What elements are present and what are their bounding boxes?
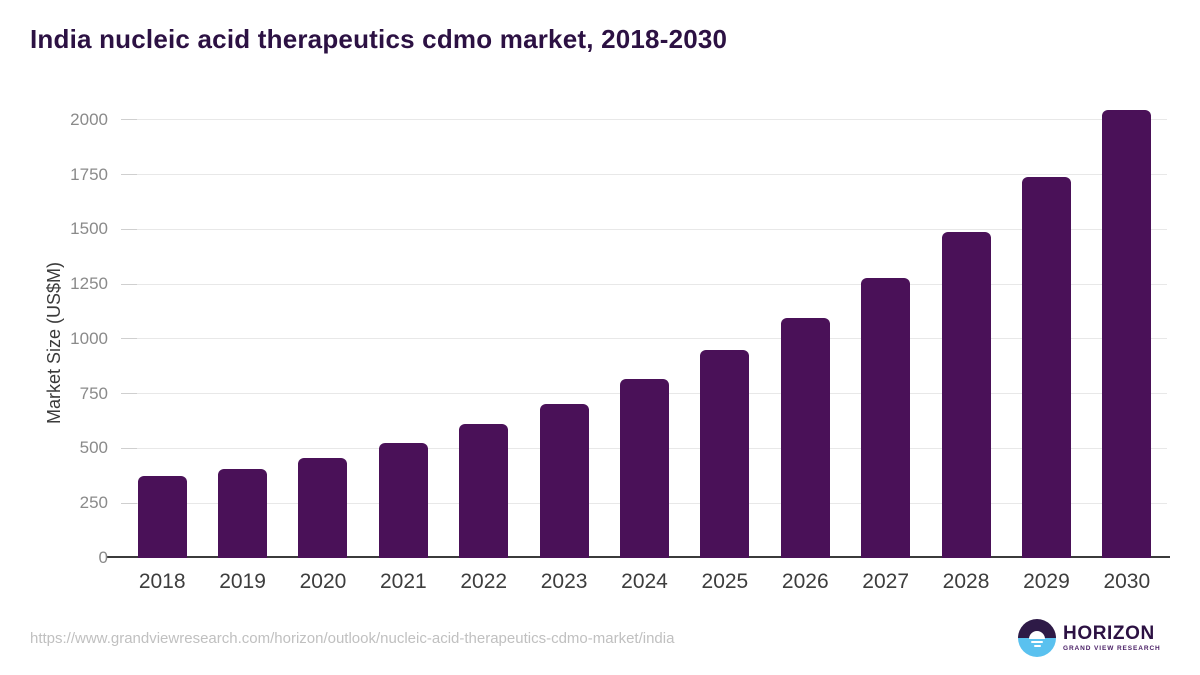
gridline-1250 bbox=[121, 283, 1167, 285]
sun-reflection-line bbox=[1033, 644, 1041, 647]
x-tick-label-2025: 2025 bbox=[701, 570, 749, 593]
y-tick-mark-1500 bbox=[121, 228, 137, 230]
bar-2027 bbox=[861, 277, 911, 558]
bar-2030 bbox=[1102, 110, 1152, 558]
x-tick-label-2027: 2027 bbox=[862, 570, 909, 593]
y-tick-mark-1000 bbox=[121, 338, 137, 340]
y-tick-label-250: 250 bbox=[79, 493, 108, 513]
x-tick-label-2024: 2024 bbox=[621, 570, 668, 593]
bar-2026 bbox=[780, 317, 830, 558]
bar-2022 bbox=[459, 424, 509, 558]
sun-shape bbox=[1029, 630, 1045, 639]
chart-title: India nucleic acid therapeutics cdmo mar… bbox=[30, 24, 728, 54]
logo-subtitle: GRAND VIEW RESEARCH bbox=[1063, 645, 1161, 652]
bar-2029 bbox=[1021, 176, 1071, 558]
logo-text: HORIZON GRAND VIEW RESEARCH bbox=[1063, 624, 1161, 652]
y-tick-label-500: 500 bbox=[79, 438, 108, 458]
x-tick-label-2021: 2021 bbox=[379, 570, 427, 593]
bar-2028 bbox=[941, 231, 991, 558]
x-tick-label-2023: 2023 bbox=[540, 570, 588, 593]
y-tick-label-750: 750 bbox=[79, 383, 108, 403]
x-tick-label-2029: 2029 bbox=[1023, 570, 1070, 593]
x-tick-label-2022: 2022 bbox=[460, 570, 508, 593]
sun-reflection-line bbox=[1031, 640, 1043, 643]
y-tick-mark-1250 bbox=[121, 283, 137, 285]
bar-2023 bbox=[539, 404, 589, 558]
y-tick-mark-2000 bbox=[121, 119, 137, 121]
bar-2021 bbox=[378, 442, 428, 558]
horizon-sun-icon bbox=[1018, 619, 1056, 657]
bar-2025 bbox=[700, 349, 750, 558]
source-url: https://www.grandviewresearch.com/horizo… bbox=[30, 630, 675, 647]
horizon-logo: HORIZON GRAND VIEW RESEARCH bbox=[1018, 618, 1161, 658]
bar-2018 bbox=[137, 475, 187, 558]
y-tick-label-1000: 1000 bbox=[70, 328, 108, 348]
y-tick-label-2000: 2000 bbox=[70, 109, 108, 129]
y-tick-label-1750: 1750 bbox=[70, 164, 108, 184]
y-tick-mark-1750 bbox=[121, 174, 137, 176]
x-tick-label-2026: 2026 bbox=[781, 570, 829, 593]
x-tick-label-2028: 2028 bbox=[942, 570, 990, 593]
y-tick-mark-750 bbox=[121, 393, 137, 395]
bar-2024 bbox=[620, 379, 669, 558]
x-tick-label-2018: 2018 bbox=[138, 570, 186, 593]
y-tick-mark-500 bbox=[121, 447, 137, 449]
y-tick-label-0: 0 bbox=[98, 548, 108, 567]
logo-name: HORIZON bbox=[1063, 623, 1155, 644]
bar-2020 bbox=[298, 457, 348, 558]
bar-chart: Market Size (US$M) 0 250 500 750 1000 1250 150… bbox=[0, 100, 1200, 593]
x-tick-label-2019: 2019 bbox=[219, 570, 266, 593]
x-tick-label-2030: 2030 bbox=[1103, 570, 1151, 593]
y-tick-label-1500: 1500 bbox=[70, 219, 108, 239]
y-tick-mark-250 bbox=[121, 502, 137, 504]
gridline-1750 bbox=[121, 174, 1167, 176]
bar-2019 bbox=[218, 469, 268, 558]
gridline-2000 bbox=[121, 119, 1167, 121]
gridline-1500 bbox=[121, 228, 1167, 230]
y-tick-label-1250: 1250 bbox=[70, 274, 108, 294]
x-tick-label-2020: 2020 bbox=[299, 570, 347, 593]
gridline-1000 bbox=[121, 338, 1167, 340]
